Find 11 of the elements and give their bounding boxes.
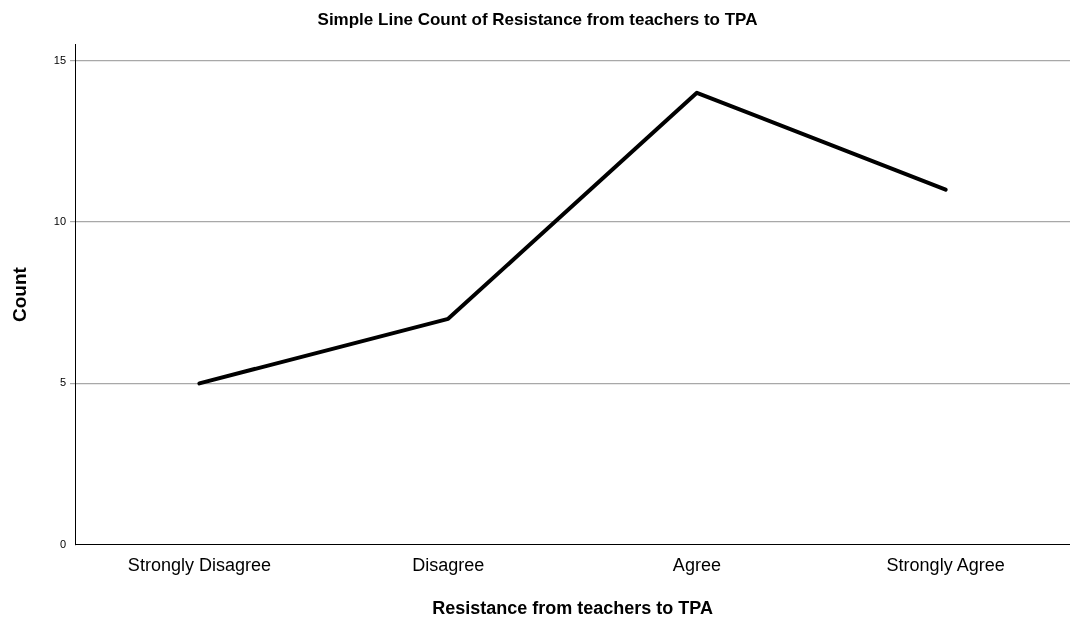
x-tick-label: Strongly Agree bbox=[886, 554, 1005, 575]
y-tick-label: 5 bbox=[59, 376, 67, 389]
x-tick-label: Strongly Disagree bbox=[127, 554, 271, 575]
x-tick-label: Disagree bbox=[412, 554, 485, 575]
y-axis-title: Count bbox=[8, 266, 30, 323]
chart-title: Simple Line Count of Resistance from teachers to TPA bbox=[317, 9, 758, 29]
x-tick-label: Agree bbox=[672, 554, 721, 575]
y-tick-label: 15 bbox=[53, 53, 67, 66]
y-tick-label: 0 bbox=[59, 537, 67, 550]
y-tick-label: 10 bbox=[53, 214, 67, 227]
x-axis-title: Resistance from teachers to TPA bbox=[432, 598, 713, 619]
